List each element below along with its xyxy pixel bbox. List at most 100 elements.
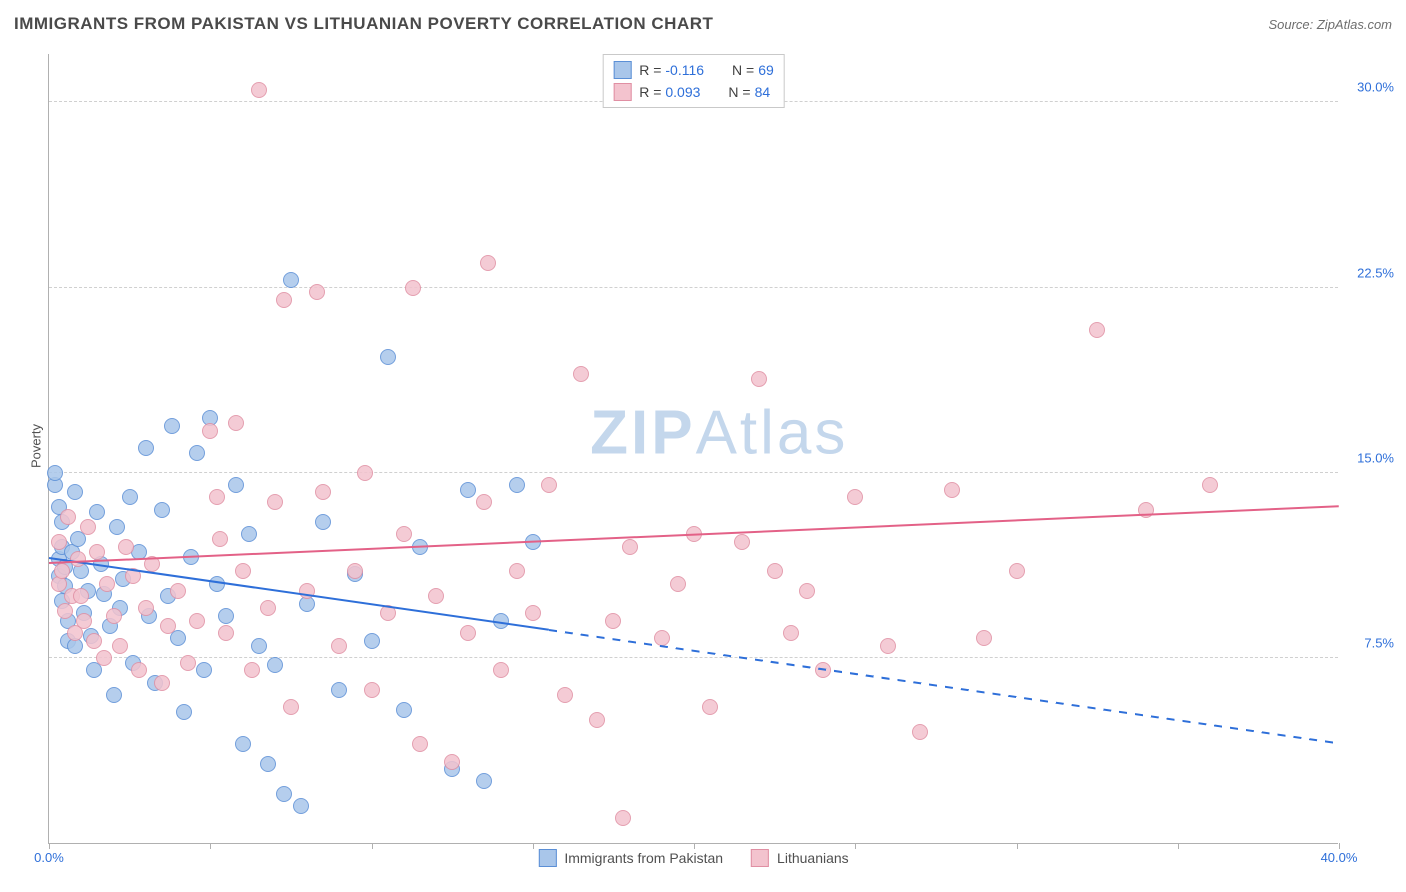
- gridline: [49, 472, 1338, 473]
- scatter-point: [209, 489, 225, 505]
- trendline: [49, 557, 549, 631]
- scatter-point: [309, 284, 325, 300]
- scatter-point: [122, 489, 138, 505]
- y-tick-label: 7.5%: [1364, 635, 1394, 650]
- scatter-point: [670, 576, 686, 592]
- legend-swatch: [751, 849, 769, 867]
- scatter-point: [702, 699, 718, 715]
- scatter-point: [89, 504, 105, 520]
- legend-series-item: Lithuanians: [751, 849, 849, 867]
- scatter-point: [235, 736, 251, 752]
- legend-n-stat: N =84: [728, 84, 770, 100]
- scatter-point: [260, 600, 276, 616]
- scatter-point: [331, 638, 347, 654]
- scatter-point: [283, 272, 299, 288]
- scatter-point: [622, 539, 638, 555]
- scatter-point: [112, 638, 128, 654]
- gridline: [49, 657, 1338, 658]
- scatter-point: [283, 699, 299, 715]
- legend-swatch: [613, 61, 631, 79]
- chart-title: IMMIGRANTS FROM PAKISTAN VS LITHUANIAN P…: [14, 14, 713, 34]
- scatter-point: [131, 662, 147, 678]
- watermark: ZIPAtlas: [590, 397, 848, 468]
- scatter-point: [364, 633, 380, 649]
- scatter-point: [228, 415, 244, 431]
- legend-r-stat: R =0.093: [639, 84, 700, 100]
- scatter-point: [241, 526, 257, 542]
- scatter-point: [109, 519, 125, 535]
- scatter-point: [276, 292, 292, 308]
- scatter-point: [357, 465, 373, 481]
- scatter-point: [1089, 322, 1105, 338]
- scatter-point: [557, 687, 573, 703]
- scatter-point: [180, 655, 196, 671]
- scatter-point: [412, 736, 428, 752]
- scatter-point: [444, 754, 460, 770]
- scatter-point: [228, 477, 244, 493]
- scatter-point: [476, 494, 492, 510]
- scatter-point: [176, 704, 192, 720]
- scatter-point: [138, 600, 154, 616]
- scatter-point: [912, 724, 928, 740]
- x-tick: [210, 843, 211, 849]
- trendline: [549, 629, 1339, 744]
- scatter-point: [235, 563, 251, 579]
- scatter-point: [573, 366, 589, 382]
- scatter-point: [70, 551, 86, 567]
- scatter-point: [160, 618, 176, 634]
- scatter-point: [80, 519, 96, 535]
- y-tick-label: 22.5%: [1357, 265, 1394, 280]
- legend-series-label: Immigrants from Pakistan: [564, 850, 723, 866]
- scatter-point: [380, 349, 396, 365]
- scatter-point: [509, 563, 525, 579]
- scatter-point: [428, 588, 444, 604]
- legend-r-stat: R =-0.116: [639, 62, 704, 78]
- legend-stats-row: R =-0.116N =69: [613, 59, 774, 81]
- scatter-point: [460, 482, 476, 498]
- watermark-bold: ZIP: [590, 398, 695, 467]
- x-tick: [1017, 843, 1018, 849]
- scatter-point: [164, 418, 180, 434]
- gridline: [49, 287, 1338, 288]
- scatter-point: [480, 255, 496, 271]
- legend-series-item: Immigrants from Pakistan: [538, 849, 723, 867]
- scatter-point: [315, 484, 331, 500]
- scatter-point: [267, 657, 283, 673]
- scatter-point: [880, 638, 896, 654]
- scatter-point: [589, 712, 605, 728]
- scatter-point: [476, 773, 492, 789]
- watermark-light: Atlas: [696, 398, 849, 467]
- scatter-point: [734, 534, 750, 550]
- x-tick: [694, 843, 695, 849]
- scatter-point: [51, 534, 67, 550]
- scatter-point: [106, 608, 122, 624]
- scatter-point: [202, 423, 218, 439]
- scatter-point: [89, 544, 105, 560]
- scatter-point: [509, 477, 525, 493]
- scatter-point: [1009, 563, 1025, 579]
- scatter-point: [405, 280, 421, 296]
- x-tick: [1339, 843, 1340, 849]
- scatter-point: [944, 482, 960, 498]
- scatter-point: [396, 702, 412, 718]
- scatter-point: [260, 756, 276, 772]
- scatter-point: [99, 576, 115, 592]
- x-tick: [855, 843, 856, 849]
- scatter-point: [96, 650, 112, 666]
- scatter-point: [212, 531, 228, 547]
- scatter-point: [67, 484, 83, 500]
- scatter-point: [315, 514, 331, 530]
- scatter-point: [751, 371, 767, 387]
- scatter-point: [73, 588, 89, 604]
- scatter-point: [170, 583, 186, 599]
- legend-stats-box: R =-0.116N =69 R =0.093 N =84: [602, 54, 785, 108]
- legend-swatch: [613, 83, 631, 101]
- scatter-point: [525, 605, 541, 621]
- scatter-point: [251, 82, 267, 98]
- scatter-point: [293, 798, 309, 814]
- scatter-point: [218, 625, 234, 641]
- y-tick-label: 15.0%: [1357, 450, 1394, 465]
- scatter-point: [154, 502, 170, 518]
- x-tick: [49, 843, 50, 849]
- scatter-point: [189, 613, 205, 629]
